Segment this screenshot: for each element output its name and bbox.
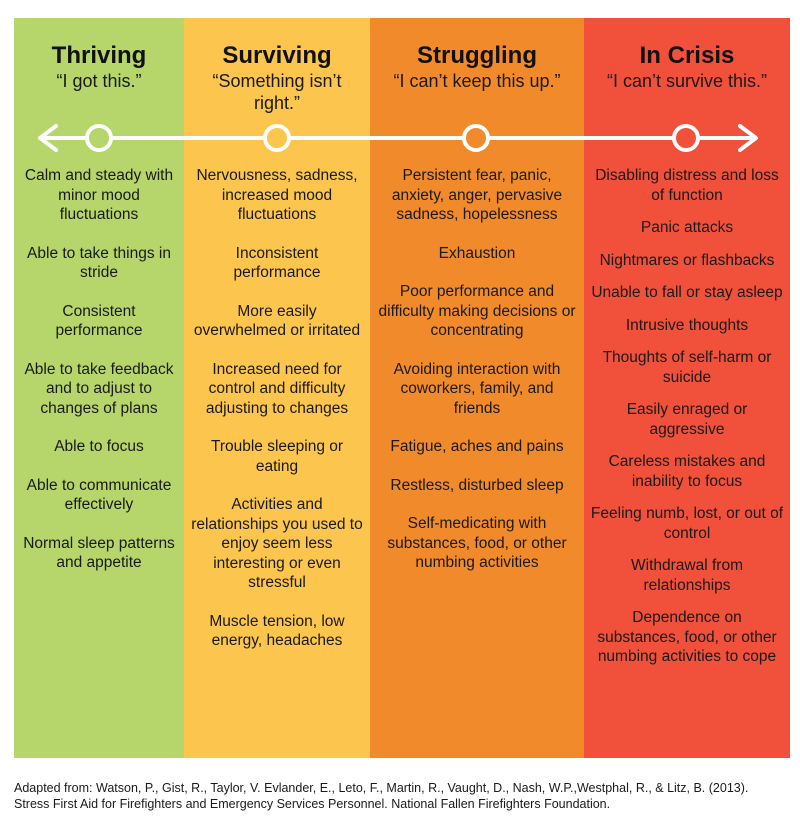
- symptom-item: Able to take feedback and to adjust to c…: [24, 360, 174, 417]
- column-quote: “Something isn’t right.”: [212, 71, 342, 113]
- column-quote: “I got this.”: [56, 71, 142, 91]
- citation-line-1: Adapted from: Watson, P., Gist, R., Tayl…: [14, 781, 749, 795]
- symptom-item: Careless mistakes and inability to focus: [608, 453, 766, 490]
- symptom-item: Unable to fall or stay asleep: [591, 284, 783, 301]
- symptom-list: Persistent fear, panic, anxiety, anger, …: [376, 166, 578, 592]
- symptom-item: Disabling distress and loss of function: [595, 167, 779, 204]
- citation: Adapted from: Watson, P., Gist, R., Tayl…: [14, 780, 790, 812]
- symptom-item: Persistent fear, panic, anxiety, anger, …: [391, 167, 563, 223]
- symptom-item: Muscle tension, low energy, headaches: [209, 612, 345, 650]
- symptom-item: Intrusive thoughts: [625, 316, 749, 334]
- mental-health-continuum: Thriving “I got this.” Calm and steady w…: [14, 18, 790, 758]
- symptom-item: Poor performance and difficulty making d…: [378, 283, 576, 339]
- symptom-list: Calm and steady with minor mood fluctuat…: [20, 166, 178, 592]
- symptom-item: Consistent performance: [55, 302, 143, 340]
- column-struggling: Struggling “I can’t keep this up.” Persi…: [370, 18, 584, 758]
- symptom-item: Trouble sleeping or eating: [210, 438, 344, 475]
- column-title: Surviving: [222, 42, 332, 69]
- symptom-item: Activities and relationships you used to…: [191, 496, 363, 591]
- column-title: In Crisis: [639, 42, 735, 69]
- column-thriving: Thriving “I got this.” Calm and steady w…: [14, 18, 184, 758]
- symptom-item: Nightmares or flashbacks: [599, 251, 775, 269]
- column-surviving: Surviving “Something isn’t right.” Nervo…: [184, 18, 370, 758]
- symptom-item: Avoiding interaction with coworkers, fam…: [393, 360, 561, 417]
- symptom-item: Nervousness, sadness, increased mood flu…: [196, 167, 358, 223]
- column-title: Thriving: [51, 42, 147, 69]
- symptom-list: Nervousness, sadness, increased mood flu…: [190, 166, 364, 670]
- symptom-item: Fatigue, aches and pains: [390, 438, 564, 455]
- symptom-item: Dependence on substances, food, or other…: [597, 609, 777, 665]
- column-in-crisis: In Crisis “I can’t survive this.” Disabl…: [584, 18, 790, 758]
- symptom-item: Calm and steady with minor mood fluctuat…: [24, 167, 174, 223]
- symptom-item: Self-medicating with substances, food, o…: [387, 515, 567, 571]
- symptom-list: Disabling distress and loss of function P…: [590, 166, 784, 680]
- symptom-item: Panic attacks: [640, 219, 734, 236]
- citation-line-2: Stress First Aid for Firefighters and Em…: [14, 797, 611, 811]
- column-quote: “I can’t survive this.”: [606, 71, 768, 91]
- symptom-item: Increased need for control and difficult…: [205, 360, 349, 417]
- symptom-item: Inconsistent performance: [233, 244, 321, 282]
- symptom-item: Exhaustion: [438, 244, 516, 262]
- symptom-item: Able to focus: [54, 438, 144, 455]
- symptom-item: Thoughts of self-harm or suicide: [602, 349, 772, 386]
- symptom-item: More easily overwhelmed or irritated: [193, 302, 361, 340]
- symptom-item: Normal sleep patterns and appetite: [23, 534, 175, 572]
- symptom-item: Withdrawal from relationships: [631, 557, 743, 594]
- column-title: Struggling: [417, 42, 537, 69]
- column-quote: “I can’t keep this up.”: [393, 71, 561, 91]
- symptom-item: Easily enraged or aggressive: [626, 401, 748, 438]
- symptom-item: Able to take things in stride: [27, 244, 171, 282]
- symptom-item: Restless, disturbed sleep: [390, 476, 564, 494]
- symptom-item: Able to communicate effectively: [26, 476, 172, 514]
- symptom-item: Feeling numb, lost, or out of control: [590, 505, 784, 542]
